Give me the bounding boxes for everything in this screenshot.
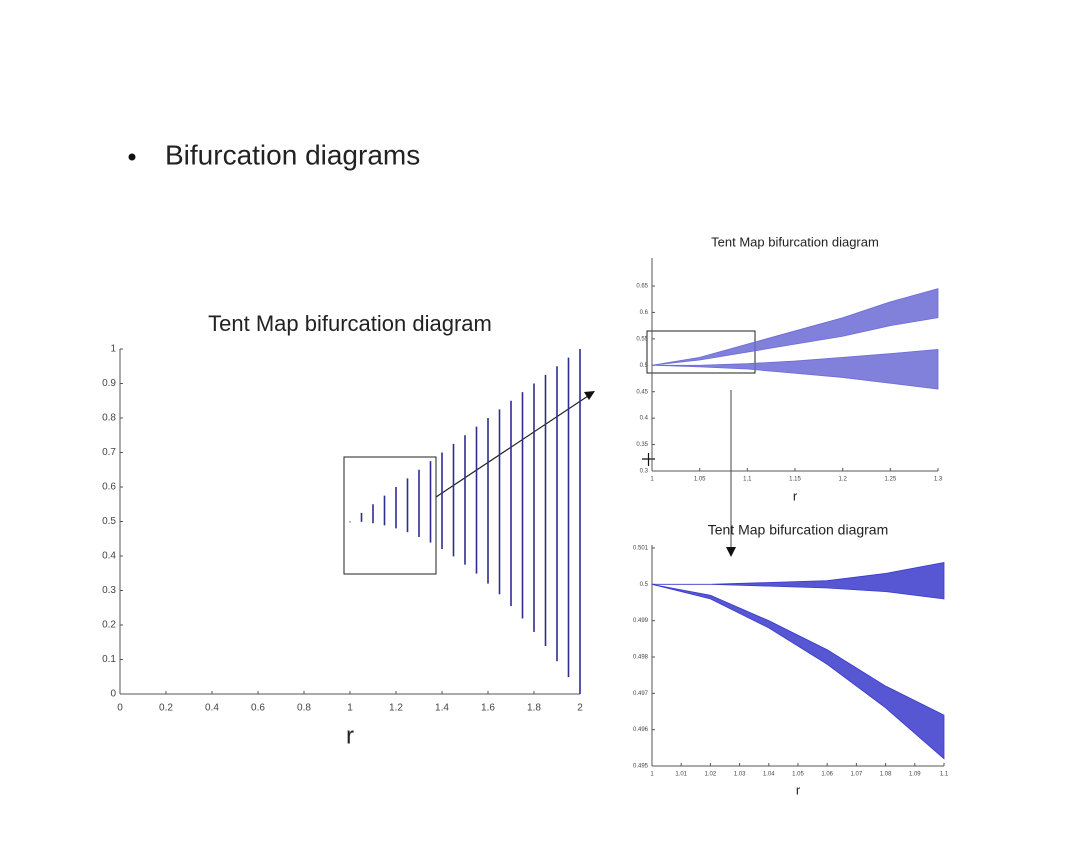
y-tick-label: 0.5 xyxy=(102,516,116,527)
bullet-dot xyxy=(128,153,136,161)
band-line xyxy=(372,504,374,524)
y-tick-label: 0.45 xyxy=(636,389,648,395)
y-tick-label: 0.4 xyxy=(102,551,116,562)
y-tick-label: 0.7 xyxy=(102,447,116,458)
band-line xyxy=(360,512,363,522)
y-tick-label: 0.4 xyxy=(640,416,649,422)
band-line xyxy=(418,469,420,538)
x-tick-label: 1 xyxy=(650,772,654,778)
band-line xyxy=(567,357,570,678)
x-tick-label: 1.09 xyxy=(909,772,921,778)
x-tick-label: 1.2 xyxy=(389,703,403,714)
chart-title: Tent Map bifurcation diagram xyxy=(208,311,492,336)
y-tick-label: 0.495 xyxy=(633,764,649,770)
chart-title: Tent Map bifurcation diagram xyxy=(708,522,889,538)
band-line xyxy=(487,418,489,584)
x-tick-label: 1 xyxy=(650,477,654,483)
band-line xyxy=(510,400,512,607)
zoom-box xyxy=(646,330,756,374)
arrow-head xyxy=(584,391,595,400)
x-tick-label: 1.8 xyxy=(527,703,541,714)
band-line xyxy=(406,478,409,533)
y-tick-label: 0 xyxy=(110,689,116,700)
x-axis-label: r xyxy=(346,722,354,749)
band-line xyxy=(349,521,351,523)
y-tick-label: 0.2 xyxy=(102,620,116,631)
x-tick-label: 1.2 xyxy=(838,477,847,483)
x-tick-label: 1.05 xyxy=(694,477,706,483)
band-line xyxy=(475,426,478,574)
zoom-box xyxy=(343,456,437,575)
x-tick-label: 1.06 xyxy=(821,772,833,778)
y-tick-label: 0.3 xyxy=(640,469,649,475)
y-tick-label: 0.8 xyxy=(102,413,116,424)
y-tick-label: 0.5 xyxy=(640,582,649,588)
x-tick-label: 0.6 xyxy=(251,703,265,714)
y-tick-label: 1 xyxy=(110,344,116,355)
x-tick-label: 1.6 xyxy=(481,703,495,714)
y-tick-label: 0.35 xyxy=(636,442,648,448)
band-line xyxy=(544,374,547,647)
x-tick-label: 1.04 xyxy=(763,772,775,778)
band-line xyxy=(579,349,581,694)
band-line xyxy=(533,383,535,632)
y-tick-label: 0.6 xyxy=(102,482,116,493)
y-tick-label: 0.501 xyxy=(633,546,649,552)
y-tick-label: 0.498 xyxy=(633,655,649,661)
band-line xyxy=(429,461,432,543)
y-tick-label: 0.3 xyxy=(102,585,116,596)
x-tick-label: 0.4 xyxy=(205,703,219,714)
band-line xyxy=(498,409,501,595)
x-axis-label: r xyxy=(793,488,798,503)
x-axis-label: r xyxy=(796,782,801,797)
y-tick-label: 0.55 xyxy=(636,336,648,342)
x-tick-label: 1.07 xyxy=(851,772,863,778)
y-tick-label: 0.499 xyxy=(633,618,649,624)
x-tick-label: 1.03 xyxy=(734,772,746,778)
y-tick-label: 0.6 xyxy=(640,310,649,316)
y-tick-label: 0.5 xyxy=(640,363,649,369)
y-tick-label: 0.9 xyxy=(102,378,116,389)
y-tick-label: 0.1 xyxy=(102,654,116,665)
x-tick-label: 2 xyxy=(577,703,583,714)
band-line xyxy=(521,392,524,619)
band-area xyxy=(651,583,945,760)
band-line xyxy=(383,495,386,526)
y-tick-label: 0.496 xyxy=(633,727,649,733)
x-tick-label: 1.01 xyxy=(675,772,687,778)
x-tick-label: 1.1 xyxy=(743,477,752,483)
zoom-arrow xyxy=(435,395,589,498)
band-line xyxy=(556,366,558,662)
arrow-head xyxy=(726,547,736,557)
x-tick-label: 1.3 xyxy=(934,477,943,483)
band-area xyxy=(651,348,939,390)
band-line xyxy=(441,452,443,550)
band-area xyxy=(652,562,945,600)
x-tick-label: 0.8 xyxy=(297,703,311,714)
x-tick-label: 1.08 xyxy=(880,772,892,778)
x-tick-label: 1.1 xyxy=(940,772,949,778)
bullet-text: Bifurcation diagrams xyxy=(165,139,420,170)
band-line xyxy=(464,435,466,565)
x-tick-label: 1.05 xyxy=(792,772,804,778)
x-tick-label: 1.15 xyxy=(789,477,801,483)
band-line xyxy=(452,443,455,557)
x-tick-label: 0.2 xyxy=(159,703,173,714)
x-tick-label: 1 xyxy=(347,703,353,714)
chart-title: Tent Map bifurcation diagram xyxy=(711,234,879,249)
band-area xyxy=(651,288,939,366)
x-tick-label: 1.4 xyxy=(435,703,449,714)
y-tick-label: 0.65 xyxy=(636,284,648,290)
x-tick-label: 0 xyxy=(117,703,123,714)
y-tick-label: 0.497 xyxy=(633,691,649,697)
cursor xyxy=(642,453,655,466)
band-line xyxy=(395,487,397,529)
x-tick-label: 1.25 xyxy=(884,477,896,483)
x-tick-label: 1.02 xyxy=(705,772,717,778)
